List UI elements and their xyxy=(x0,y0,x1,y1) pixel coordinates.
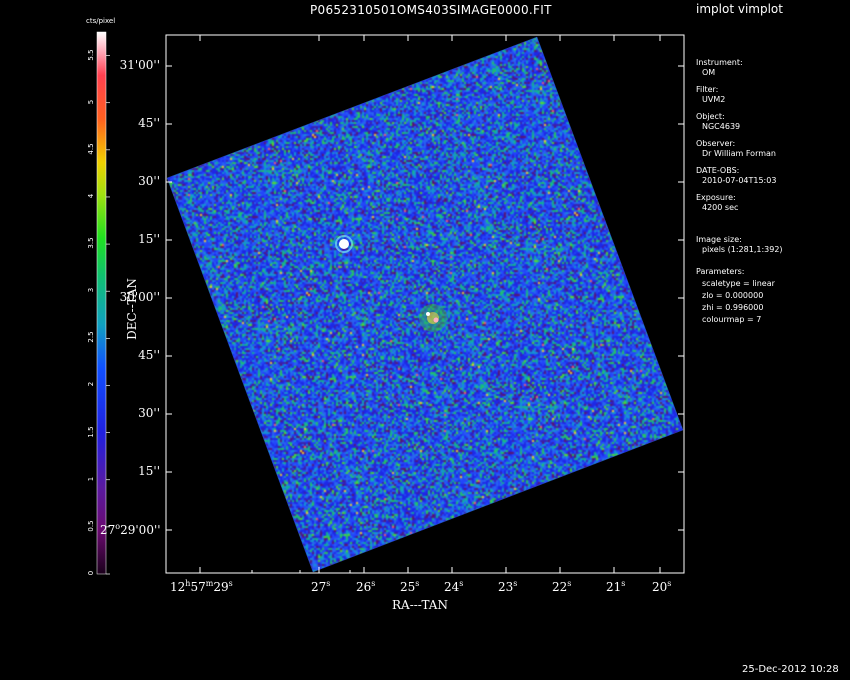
info-key: Filter: xyxy=(696,85,719,94)
x-tick-s: 24 xyxy=(444,580,460,594)
x-axis-title: RA---TAN xyxy=(392,598,448,612)
colorbar xyxy=(96,31,107,575)
info-value: 4200 sec xyxy=(702,203,739,212)
x-tick-s: 20 xyxy=(652,580,668,594)
info-entry: Exposure: 4200 sec xyxy=(696,193,783,213)
x-tick-unit: h xyxy=(185,579,191,588)
x-tick-unit: m xyxy=(205,579,214,588)
y-tick-label: 45'' xyxy=(138,116,160,130)
x-tick-label: 12h57m29s xyxy=(170,579,233,594)
x-tick-label: 22s xyxy=(552,579,571,594)
info-entry: Observer: Dr William Forman xyxy=(696,139,783,159)
x-tick-unit: s xyxy=(567,579,572,588)
parameter-item: scaletype = linear xyxy=(702,279,775,288)
x-tick-unit: s xyxy=(459,579,464,588)
x-tick-label: 24s xyxy=(444,579,463,594)
parameter-item: colourmap = 7 xyxy=(702,315,762,324)
y-tick-label: 45'' xyxy=(138,348,160,362)
program-name: implot vimplot xyxy=(696,2,783,16)
info-key: Image size: xyxy=(696,235,742,244)
info-key: Exposure: xyxy=(696,193,736,202)
x-tick-label: 26s xyxy=(356,579,375,594)
y-tick-label: 27o29'00'' xyxy=(100,522,161,537)
x-tick-label: 25s xyxy=(400,579,419,594)
y-tick-label: 15'' xyxy=(138,464,160,478)
info-key: Observer: xyxy=(696,139,736,148)
y-tick-label: 30'00'' xyxy=(119,290,160,304)
image-footprint xyxy=(166,36,684,573)
x-tick-h: 12 xyxy=(170,580,186,594)
y-tick-degrees: 27 xyxy=(100,523,116,537)
parameter-item: zlo = 0.000000 xyxy=(702,291,764,300)
x-tick-s: 29 xyxy=(213,580,229,594)
info-value: OM xyxy=(702,68,716,77)
x-tick-unit: s xyxy=(415,579,420,588)
info-entry: DATE-OBS: 2010-07-04T15:03 xyxy=(696,166,783,186)
x-tick-unit: s xyxy=(228,579,233,588)
timestamp: 25-Dec-2012 10:28 xyxy=(742,664,839,675)
parameters-heading: Parameters: xyxy=(696,267,745,276)
info-key: Object: xyxy=(696,112,725,121)
bright-point-source xyxy=(339,239,349,249)
x-tick-label: 27s xyxy=(311,579,330,594)
x-tick-label: 21s xyxy=(606,579,625,594)
info-value: Dr William Forman xyxy=(702,149,776,158)
y-tick-label: 30'' xyxy=(138,174,160,188)
x-tick-m: 57 xyxy=(190,580,206,594)
info-key: DATE-OBS: xyxy=(696,166,740,175)
info-key: Instrument: xyxy=(696,58,743,67)
degree-symbol: o xyxy=(115,522,121,531)
x-tick-unit: s xyxy=(621,579,626,588)
x-tick-unit: s xyxy=(667,579,672,588)
x-tick-unit: s xyxy=(371,579,376,588)
image-pixels xyxy=(167,37,683,572)
y-tick-label: 15'' xyxy=(138,232,160,246)
x-tick-label: 20s xyxy=(652,579,671,594)
colorbar-unit-label: cts/pixel xyxy=(86,17,116,25)
x-tick-unit: s xyxy=(326,579,331,588)
info-value: 2010-07-04T15:03 xyxy=(702,176,777,185)
info-entry: Instrument: OM xyxy=(696,58,783,78)
info-entry: Image size: pixels (1:281,1:392) xyxy=(696,235,783,255)
x-tick-s: 21 xyxy=(606,580,622,594)
x-tick-s: 26 xyxy=(356,580,372,594)
info-entry: Filter: UVM2 xyxy=(696,85,783,105)
y-tick-minsec: 29'00'' xyxy=(120,523,161,537)
plot-frame xyxy=(165,34,685,574)
plot-title: P0652310501OMS403SIMAGE0000.FIT xyxy=(310,3,552,17)
y-axis-title: DEC--TAN xyxy=(125,278,139,340)
info-value: NGC4639 xyxy=(702,122,741,131)
info-panel: Instrument: OM Filter: UVM2 Object: NGC4639 Ob… xyxy=(696,58,783,325)
x-tick-s: 22 xyxy=(552,580,568,594)
x-tick-s: 25 xyxy=(400,580,416,594)
info-entry: Object: NGC4639 xyxy=(696,112,783,132)
info-value: UVM2 xyxy=(702,95,726,104)
x-tick-unit: s xyxy=(513,579,518,588)
x-tick-label: 23s xyxy=(498,579,517,594)
x-tick-s: 27 xyxy=(311,580,327,594)
y-tick-label: 30'' xyxy=(138,406,160,420)
info-value: pixels (1:281,1:392) xyxy=(702,245,783,254)
x-tick-s: 23 xyxy=(498,580,514,594)
y-tick-label: 31'00'' xyxy=(119,58,160,72)
parameter-item: zhi = 0.996000 xyxy=(702,303,764,312)
